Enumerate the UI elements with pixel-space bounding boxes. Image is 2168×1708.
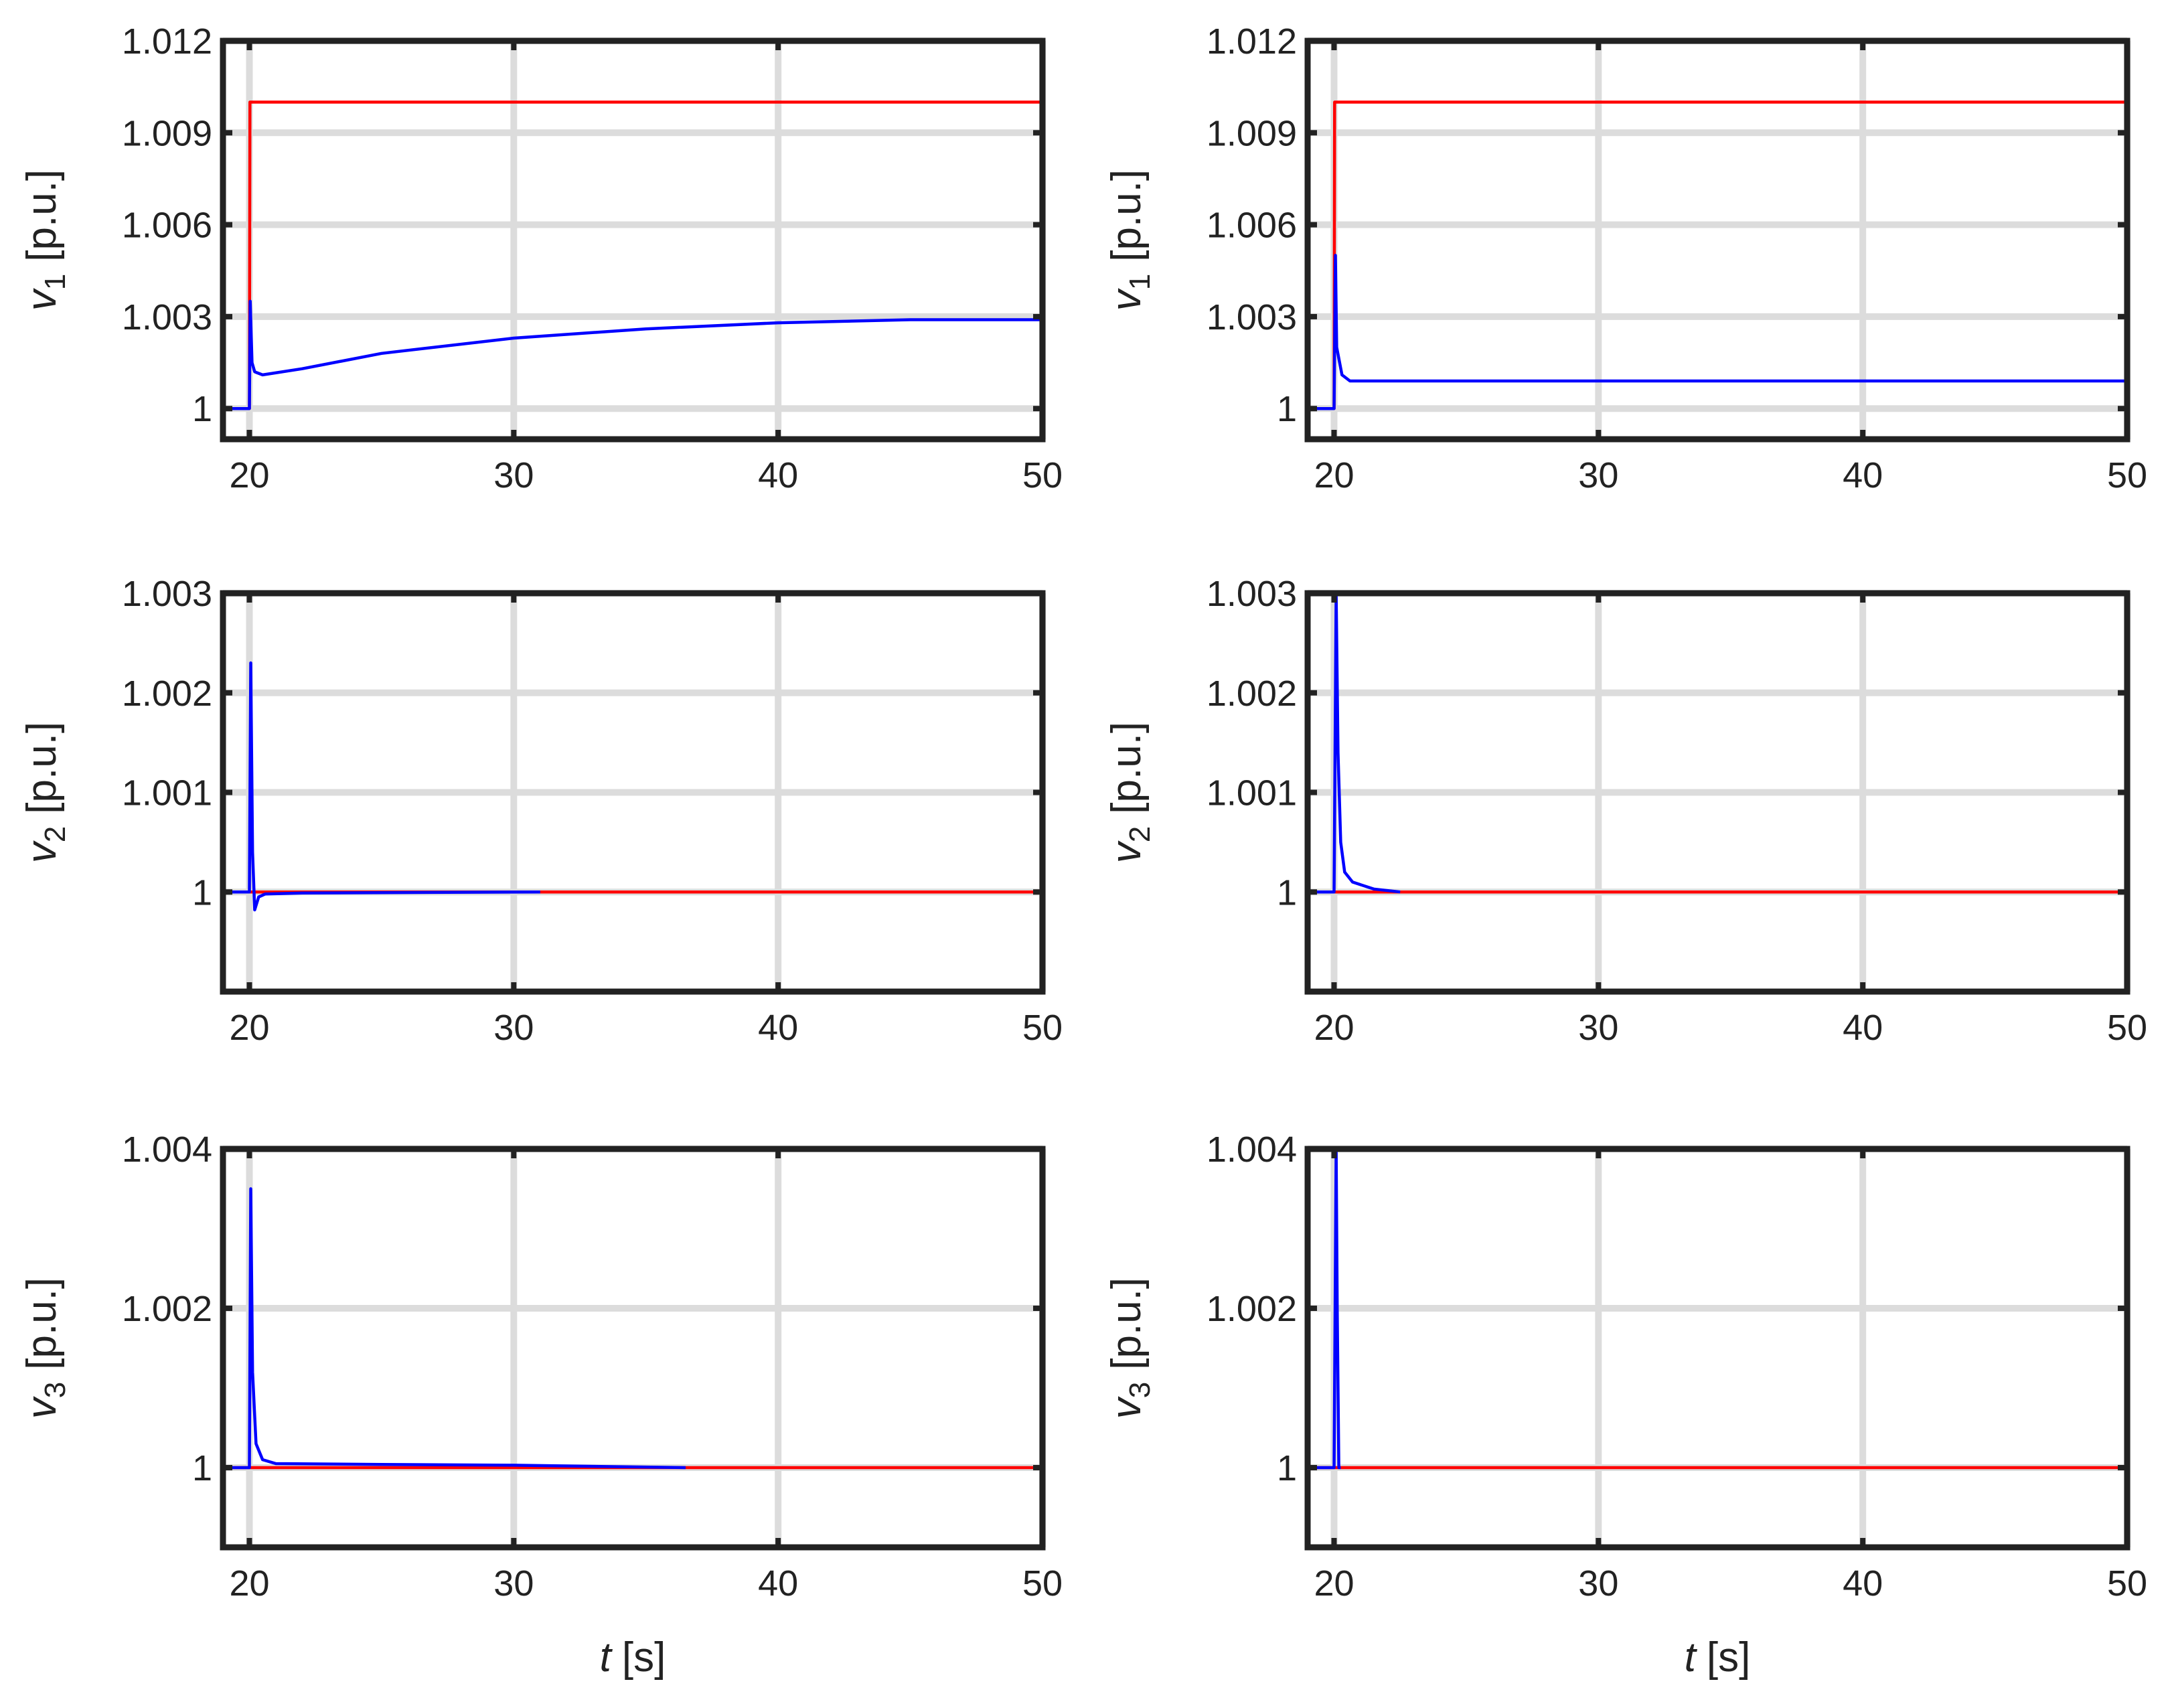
panel-top-right: 20 30 40 50 1 1.003 1.006 1.009 1.012 v1[p.u.] bbox=[1103, 21, 2147, 495]
response-line bbox=[223, 1187, 686, 1470]
y-tick-label: 1 bbox=[1277, 872, 1297, 913]
x-tick-label: 20 bbox=[229, 1008, 269, 1048]
x-tick-label: 50 bbox=[2107, 1008, 2147, 1048]
y-tick-label: 1 bbox=[192, 1448, 212, 1488]
x-tick-label: 50 bbox=[2107, 455, 2147, 495]
y-tick-label: 1.002 bbox=[122, 674, 212, 714]
response-line bbox=[1308, 254, 2127, 410]
x-tick-label: 50 bbox=[1022, 455, 1063, 495]
axes-frame bbox=[1304, 1146, 2131, 1551]
y-tick-label: 1 bbox=[192, 389, 212, 429]
x-tick-label: 30 bbox=[1578, 455, 1618, 495]
response-line bbox=[223, 661, 540, 912]
y-axis-label: v1[p.u.] bbox=[1103, 169, 1156, 311]
y-axis-label: v3[p.u.] bbox=[1103, 1277, 1156, 1419]
x-tick-label: 30 bbox=[1578, 1563, 1618, 1604]
x-tick-label: 20 bbox=[1314, 455, 1354, 495]
x-tick-label: 40 bbox=[1843, 1008, 1883, 1048]
x-tick-label: 40 bbox=[1843, 455, 1883, 495]
x-tick-label: 40 bbox=[758, 1563, 798, 1604]
response-line bbox=[1308, 1149, 1341, 1470]
axes-frame bbox=[220, 37, 1046, 443]
x-tick-label: 50 bbox=[2107, 1563, 2147, 1604]
axes-frame bbox=[1304, 590, 2131, 995]
y-tick-label: 1.003 bbox=[1207, 574, 1297, 614]
x-tick-label: 40 bbox=[758, 455, 798, 495]
y-tick-label: 1.001 bbox=[122, 773, 212, 813]
reference-line bbox=[1308, 100, 2127, 410]
response-line bbox=[1308, 593, 1401, 894]
panel-bottom-right: 20 30 40 50 1 1.002 1.004 v3[p.u.] t [s] bbox=[1103, 1130, 2147, 1681]
panel-bottom-left: 20 30 40 50 1 1.002 1.004 v3[p.u.] t [s] bbox=[19, 1130, 1063, 1681]
y-tick-label: 1.002 bbox=[1207, 1289, 1297, 1329]
axes-frame bbox=[220, 590, 1046, 995]
y-axis-label: v1[p.u.] bbox=[19, 169, 72, 311]
y-tick-label: 1 bbox=[1277, 389, 1297, 429]
y-tick-label: 1.012 bbox=[122, 21, 212, 62]
x-tick-label: 40 bbox=[758, 1008, 798, 1048]
x-tick-label: 30 bbox=[493, 1008, 534, 1048]
x-tick-label: 20 bbox=[1314, 1008, 1354, 1048]
x-tick-label: 20 bbox=[1314, 1563, 1354, 1604]
x-tick-label: 30 bbox=[493, 455, 534, 495]
y-tick-label: 1.003 bbox=[1207, 297, 1297, 337]
x-axis-label: t [s] bbox=[600, 1634, 666, 1681]
x-tick-label: 50 bbox=[1022, 1563, 1063, 1604]
x-axis-label: t [s] bbox=[1685, 1634, 1751, 1681]
x-tick-label: 20 bbox=[229, 455, 269, 495]
axes-frame bbox=[1304, 37, 2131, 443]
y-tick-label: 1 bbox=[1277, 1448, 1297, 1488]
y-tick-label: 1.006 bbox=[1207, 206, 1297, 246]
y-tick-label: 1.009 bbox=[122, 113, 212, 153]
y-tick-label: 1.003 bbox=[122, 297, 212, 337]
axes-frame bbox=[220, 1146, 1046, 1551]
y-tick-label: 1.004 bbox=[1207, 1130, 1297, 1170]
panel-middle-right: 20 30 40 50 1 1.001 1.002 1.003 v2[p.u.] bbox=[1103, 574, 2147, 1048]
x-tick-label: 30 bbox=[493, 1563, 534, 1604]
y-tick-label: 1.012 bbox=[1207, 21, 1297, 62]
x-tick-label: 30 bbox=[1578, 1008, 1618, 1048]
panel-top-left: 20 30 40 50 1 1.003 1.006 1.009 1.012 v1[p.u.] bbox=[19, 21, 1063, 495]
response-line bbox=[223, 299, 1042, 410]
reference-line bbox=[223, 100, 1042, 410]
x-tick-label: 40 bbox=[1843, 1563, 1883, 1604]
x-tick-label: 20 bbox=[229, 1563, 269, 1604]
y-tick-label: 1.004 bbox=[122, 1130, 212, 1170]
x-tick-label: 50 bbox=[1022, 1008, 1063, 1048]
y-tick-label: 1.003 bbox=[122, 574, 212, 614]
y-tick-label: 1 bbox=[192, 872, 212, 913]
y-tick-label: 1.009 bbox=[1207, 113, 1297, 153]
y-axis-label: v3[p.u.] bbox=[19, 1277, 72, 1419]
y-tick-label: 1.006 bbox=[122, 206, 212, 246]
y-tick-label: 1.001 bbox=[1207, 773, 1297, 813]
y-axis-label: v2[p.u.] bbox=[1103, 722, 1156, 863]
panel-middle-left: 20 30 40 50 1 1.001 1.002 1.003 v2[p.u.] bbox=[19, 574, 1063, 1048]
y-tick-label: 1.002 bbox=[1207, 674, 1297, 714]
y-axis-label: v2[p.u.] bbox=[19, 722, 72, 863]
y-tick-label: 1.002 bbox=[122, 1289, 212, 1329]
